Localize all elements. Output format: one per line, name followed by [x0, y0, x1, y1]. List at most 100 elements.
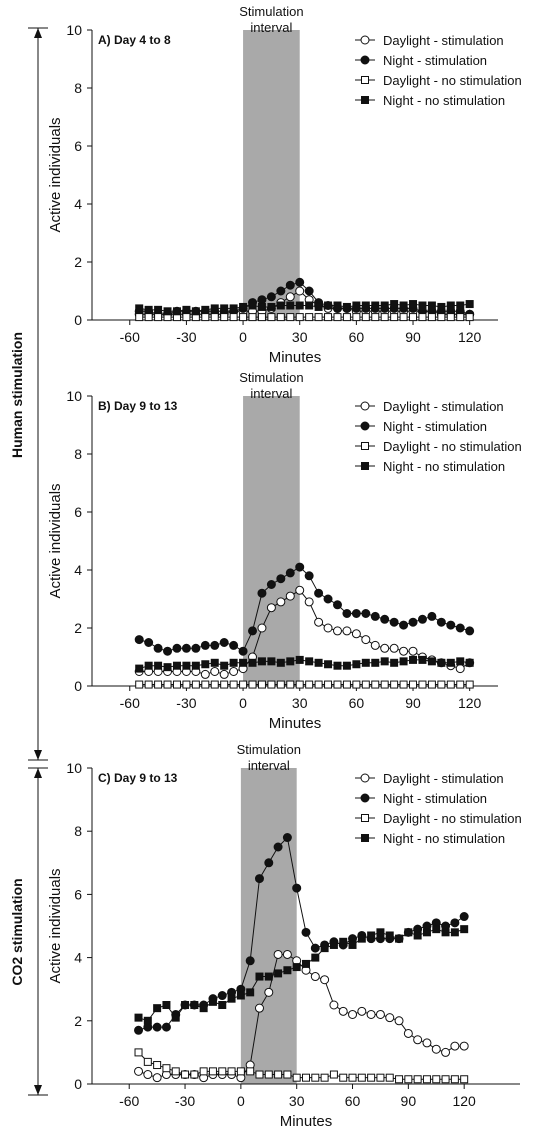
data-point — [285, 568, 295, 578]
group-label-human: Human stimulation — [9, 332, 25, 458]
x-tick-label: 0 — [239, 329, 247, 345]
y-tick-label: 6 — [74, 504, 82, 520]
x-tick-label: -30 — [176, 695, 196, 711]
legend-marker — [360, 55, 370, 65]
data-point — [200, 669, 210, 679]
data-point — [304, 286, 314, 296]
x-tick-label: 30 — [292, 695, 308, 711]
series-filled-square — [135, 655, 474, 673]
data-point — [465, 313, 474, 322]
data-point — [409, 680, 418, 689]
x-tick-label: 120 — [452, 1093, 476, 1109]
data-point — [408, 646, 418, 656]
data-point — [380, 301, 389, 310]
data-point — [200, 640, 210, 650]
data-point — [305, 680, 314, 689]
data-point — [361, 635, 371, 645]
x-tick-label: 120 — [458, 329, 482, 345]
data-point — [323, 594, 333, 604]
y-tick-label: 0 — [74, 678, 82, 694]
data-point — [427, 313, 436, 322]
data-point — [390, 300, 399, 309]
data-point — [162, 1064, 171, 1073]
data-point — [436, 617, 446, 627]
data-point — [285, 591, 295, 601]
legend-label: Night - no stimulation — [383, 831, 505, 846]
y-tick-label: 4 — [74, 950, 82, 966]
data-point — [332, 600, 342, 610]
data-point — [450, 1075, 459, 1084]
data-point — [413, 931, 422, 940]
data-point — [276, 574, 286, 584]
data-point — [210, 304, 219, 313]
legend-marker — [361, 442, 369, 450]
data-point — [238, 646, 248, 656]
x-tick-label: 90 — [405, 329, 421, 345]
data-point — [348, 1009, 358, 1019]
data-point — [152, 1073, 162, 1083]
data-point — [295, 562, 305, 572]
data-point — [257, 295, 267, 305]
series-filled-circle — [134, 562, 475, 656]
data-point — [292, 1073, 301, 1082]
data-point — [352, 313, 361, 322]
data-point — [246, 988, 255, 997]
legend-entry: Daylight - no stimulation — [355, 439, 522, 454]
data-point — [161, 1022, 171, 1032]
data-point — [323, 623, 333, 633]
series-open-square — [135, 680, 474, 689]
legend-label: Night - stimulation — [383, 419, 487, 434]
x-tick-label: 60 — [345, 1093, 361, 1109]
data-point — [276, 301, 285, 310]
data-point — [191, 661, 200, 670]
data-point — [229, 640, 239, 650]
y-tick-label: 4 — [74, 196, 82, 212]
legend-marker — [360, 773, 370, 783]
legend-marker — [361, 834, 369, 842]
data-point — [182, 661, 191, 670]
data-point — [134, 1066, 144, 1076]
x-tick-label: 30 — [292, 329, 308, 345]
data-point — [144, 680, 153, 689]
data-point — [267, 680, 276, 689]
y-tick-label: 6 — [74, 886, 82, 902]
data-point — [441, 1047, 451, 1057]
data-point — [201, 660, 210, 669]
data-point — [171, 1067, 180, 1076]
data-point — [450, 1041, 460, 1051]
data-point — [376, 1073, 385, 1082]
data-point — [314, 313, 323, 322]
data-point — [182, 313, 191, 322]
data-point — [459, 1041, 469, 1051]
data-point — [380, 313, 389, 322]
data-point — [404, 928, 413, 937]
data-point — [409, 313, 418, 322]
data-point — [342, 302, 351, 311]
data-point — [257, 302, 266, 311]
data-point — [171, 1013, 180, 1022]
legend-entry: Daylight - no stimulation — [355, 73, 522, 88]
data-point — [389, 643, 399, 653]
data-point — [329, 940, 338, 949]
data-point — [450, 928, 459, 937]
data-point — [274, 969, 283, 978]
data-point — [320, 1073, 329, 1082]
data-point — [134, 1048, 143, 1057]
data-point — [446, 301, 455, 310]
y-axis-label: Active individuals — [47, 868, 64, 983]
data-point — [276, 313, 285, 322]
data-point — [273, 949, 283, 959]
stimulation-label-line2: interval — [250, 20, 292, 35]
data-point — [181, 1070, 190, 1079]
data-point — [135, 304, 144, 313]
data-point — [276, 680, 285, 689]
y-tick-label: 4 — [74, 562, 82, 578]
data-point — [210, 667, 220, 676]
data-point — [375, 1009, 385, 1019]
x-axis-label: Minutes — [280, 1113, 333, 1128]
data-point — [264, 858, 274, 868]
data-point — [455, 623, 465, 633]
